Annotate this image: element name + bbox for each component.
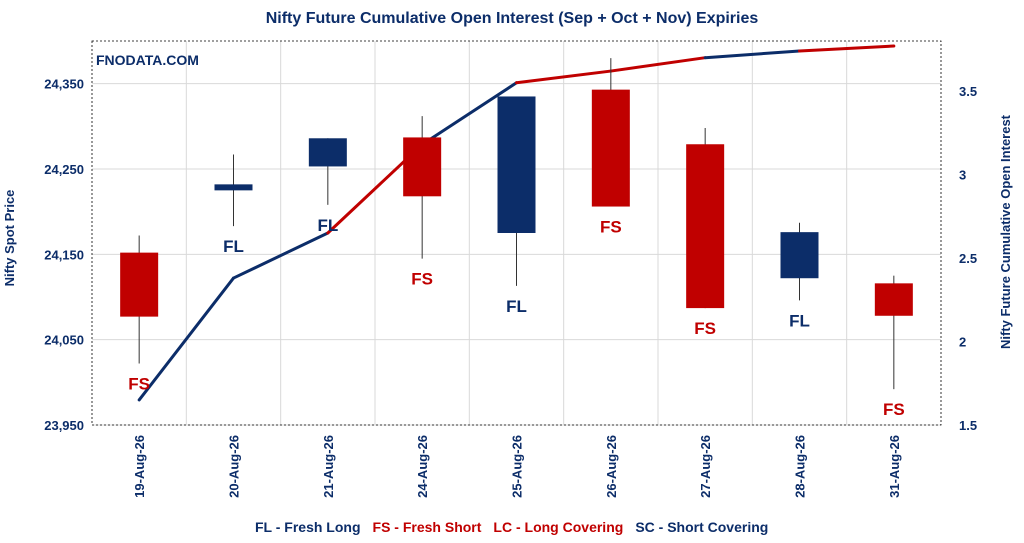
candle-body (686, 144, 725, 309)
signal-label: FL (506, 297, 527, 316)
right-axis: 1.5 2 2.5 3 3.5 (959, 84, 977, 433)
oi-line-segment (515, 69, 613, 85)
legend-item: LC - Long Covering (493, 519, 623, 535)
signal-label: FS (600, 218, 622, 237)
candle-body (497, 96, 536, 233)
candle-body (591, 89, 630, 207)
oi-line-segment (137, 276, 235, 402)
candle-body (308, 138, 347, 167)
x-axis: 19-Aug-26 20-Aug-26 21-Aug-26 24-Aug-26 25-A… (132, 435, 902, 498)
oi-line-segment (232, 231, 330, 280)
candle-body (214, 184, 253, 191)
candle-body (780, 232, 819, 279)
right-tick-label: 3.5 (959, 84, 977, 99)
signal-label: FS (411, 270, 433, 289)
left-tick-label: 24,150 (44, 247, 84, 262)
left-tick-label: 24,250 (44, 162, 84, 177)
x-tick-label: 24-Aug-26 (415, 435, 430, 498)
left-tick-label: 24,350 (44, 77, 84, 92)
signal-label: FS (883, 400, 905, 419)
candle-body (120, 252, 159, 317)
oi-line-segment (420, 81, 518, 147)
right-tick-label: 2.5 (959, 251, 977, 266)
candlestick-series (120, 58, 913, 390)
x-tick-label: 31-Aug-26 (887, 435, 902, 498)
signal-label: FL (317, 216, 338, 235)
x-tick-label: 20-Aug-26 (227, 435, 242, 498)
x-tick-label: 25-Aug-26 (510, 435, 525, 498)
chart-title: Nifty Future Cumulative Open Interest (S… (266, 10, 759, 27)
right-tick-label: 3 (959, 168, 966, 183)
signal-label: FL (789, 311, 810, 330)
oi-line-series (137, 44, 896, 402)
oi-line-segment (798, 44, 896, 53)
x-tick-label: 28-Aug-26 (793, 435, 808, 498)
left-axis-title: Nifty Spot Price (2, 190, 17, 287)
signal-label: FL (223, 237, 244, 256)
signal-label: FS (694, 319, 716, 338)
candle-body (403, 137, 442, 197)
left-tick-label: 24,050 (44, 333, 84, 348)
legend-item: FS - Fresh Short (373, 519, 482, 535)
legend-item: SC - Short Covering (635, 519, 768, 535)
signal-label: FS (128, 375, 150, 394)
x-tick-label: 27-Aug-26 (698, 435, 713, 498)
watermark-text: FNODATA.COM (96, 52, 199, 68)
signal-labels: FS FL FL FS FL FS FS FL FS (128, 216, 904, 419)
x-tick-label: 21-Aug-26 (321, 435, 336, 498)
legend: FL - Fresh Long FS - Fresh Short LC - Long… (255, 519, 768, 535)
right-axis-title: Nifty Future Cumulative Open Interest (998, 114, 1013, 349)
right-tick-label: 1.5 (959, 418, 977, 433)
left-axis: 23,950 24,050 24,150 24,250 24,350 (44, 77, 84, 433)
right-tick-label: 2 (959, 335, 966, 350)
plot-area-border (91, 40, 942, 426)
candle-body (874, 283, 913, 316)
legend-item: FL - Fresh Long (255, 519, 361, 535)
oi-line-segment (609, 56, 707, 73)
oi-line-segment (703, 49, 801, 60)
x-tick-label: 19-Aug-26 (132, 435, 147, 498)
left-tick-label: 23,950 (44, 418, 84, 433)
x-tick-label: 26-Aug-26 (604, 435, 619, 498)
